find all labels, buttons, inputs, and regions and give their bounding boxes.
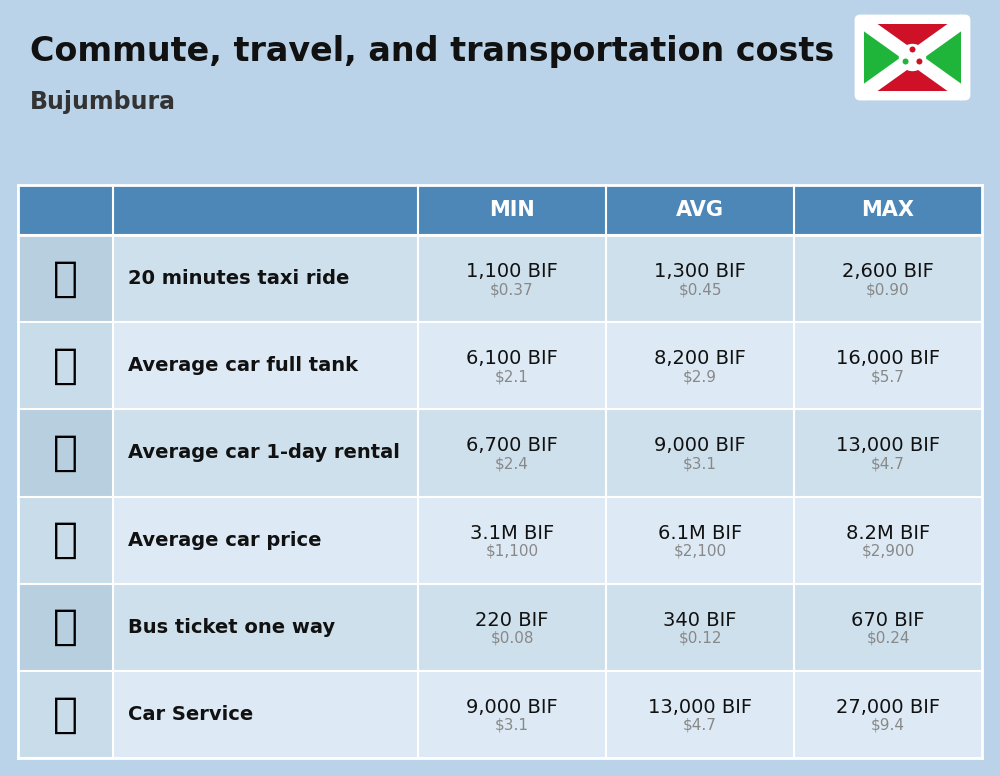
Text: 6.1M BIF: 6.1M BIF bbox=[658, 524, 742, 542]
Text: Average car 1-day rental: Average car 1-day rental bbox=[128, 443, 400, 462]
Text: 1,100 BIF: 1,100 BIF bbox=[466, 262, 558, 281]
Bar bbox=[18, 670, 982, 758]
Text: $0.37: $0.37 bbox=[490, 282, 534, 297]
Text: ⛽: ⛽ bbox=[53, 345, 78, 386]
Text: $2.4: $2.4 bbox=[495, 456, 529, 471]
Text: MAX: MAX bbox=[862, 200, 914, 220]
Text: $5.7: $5.7 bbox=[871, 369, 905, 384]
Text: 20 minutes taxi ride: 20 minutes taxi ride bbox=[128, 269, 349, 288]
Bar bbox=[18, 497, 113, 584]
Text: MIN: MIN bbox=[489, 200, 535, 220]
Text: 8,200 BIF: 8,200 BIF bbox=[654, 349, 746, 369]
Text: 🚌: 🚌 bbox=[53, 606, 78, 648]
Text: $0.90: $0.90 bbox=[866, 282, 910, 297]
Bar bbox=[18, 584, 982, 670]
Text: $0.45: $0.45 bbox=[678, 282, 722, 297]
Circle shape bbox=[903, 58, 909, 64]
Text: $4.7: $4.7 bbox=[871, 456, 905, 471]
Text: 13,000 BIF: 13,000 BIF bbox=[648, 698, 752, 717]
Text: 16,000 BIF: 16,000 BIF bbox=[836, 349, 940, 369]
Text: 1,300 BIF: 1,300 BIF bbox=[654, 262, 746, 281]
Text: Bus ticket one way: Bus ticket one way bbox=[128, 618, 335, 637]
Text: $0.08: $0.08 bbox=[490, 631, 534, 646]
Bar bbox=[18, 322, 113, 409]
Text: $3.1: $3.1 bbox=[683, 456, 717, 471]
FancyBboxPatch shape bbox=[856, 16, 969, 99]
Text: 2,600 BIF: 2,600 BIF bbox=[842, 262, 934, 281]
Bar bbox=[18, 322, 982, 409]
Polygon shape bbox=[864, 24, 961, 57]
Text: $0.24: $0.24 bbox=[866, 631, 910, 646]
Text: 8.2M BIF: 8.2M BIF bbox=[846, 524, 930, 542]
Text: Average car price: Average car price bbox=[128, 531, 322, 549]
Text: $1,100: $1,100 bbox=[485, 543, 539, 559]
Bar bbox=[18, 185, 982, 235]
Text: $2.9: $2.9 bbox=[683, 369, 717, 384]
Text: 340 BIF: 340 BIF bbox=[663, 611, 737, 630]
Text: 220 BIF: 220 BIF bbox=[475, 611, 549, 630]
Text: Average car full tank: Average car full tank bbox=[128, 356, 358, 376]
Circle shape bbox=[900, 44, 926, 71]
Bar bbox=[18, 409, 113, 497]
Text: AVG: AVG bbox=[676, 200, 724, 220]
Text: 670 BIF: 670 BIF bbox=[851, 611, 925, 630]
Text: $2,100: $2,100 bbox=[673, 543, 727, 559]
Text: $2,900: $2,900 bbox=[861, 543, 915, 559]
Circle shape bbox=[916, 58, 922, 64]
Bar bbox=[18, 584, 113, 670]
Text: Car Service: Car Service bbox=[128, 705, 253, 724]
Polygon shape bbox=[912, 24, 961, 91]
Text: 9,000 BIF: 9,000 BIF bbox=[654, 436, 746, 456]
Text: 9,000 BIF: 9,000 BIF bbox=[466, 698, 558, 717]
Text: $4.7: $4.7 bbox=[683, 718, 717, 733]
Bar bbox=[18, 497, 982, 584]
Text: $0.12: $0.12 bbox=[678, 631, 722, 646]
Circle shape bbox=[910, 47, 916, 53]
Text: 🚙: 🚙 bbox=[53, 432, 78, 474]
Text: 6,700 BIF: 6,700 BIF bbox=[466, 436, 558, 456]
Text: 27,000 BIF: 27,000 BIF bbox=[836, 698, 940, 717]
Text: $9.4: $9.4 bbox=[871, 718, 905, 733]
Text: Commute, travel, and transportation costs: Commute, travel, and transportation cost… bbox=[30, 35, 834, 68]
Text: 6,100 BIF: 6,100 BIF bbox=[466, 349, 558, 369]
Bar bbox=[18, 235, 113, 322]
Polygon shape bbox=[864, 57, 961, 91]
Bar bbox=[18, 235, 982, 322]
Text: 13,000 BIF: 13,000 BIF bbox=[836, 436, 940, 456]
Polygon shape bbox=[864, 24, 912, 91]
Text: Bujumbura: Bujumbura bbox=[30, 90, 176, 114]
Text: 🚗: 🚗 bbox=[53, 519, 78, 561]
Text: $2.1: $2.1 bbox=[495, 369, 529, 384]
Text: 🚕: 🚕 bbox=[53, 258, 78, 300]
Text: 🚗: 🚗 bbox=[53, 694, 78, 736]
Bar bbox=[18, 409, 982, 497]
Text: $3.1: $3.1 bbox=[495, 718, 529, 733]
Bar bbox=[18, 670, 113, 758]
Text: 3.1M BIF: 3.1M BIF bbox=[470, 524, 554, 542]
